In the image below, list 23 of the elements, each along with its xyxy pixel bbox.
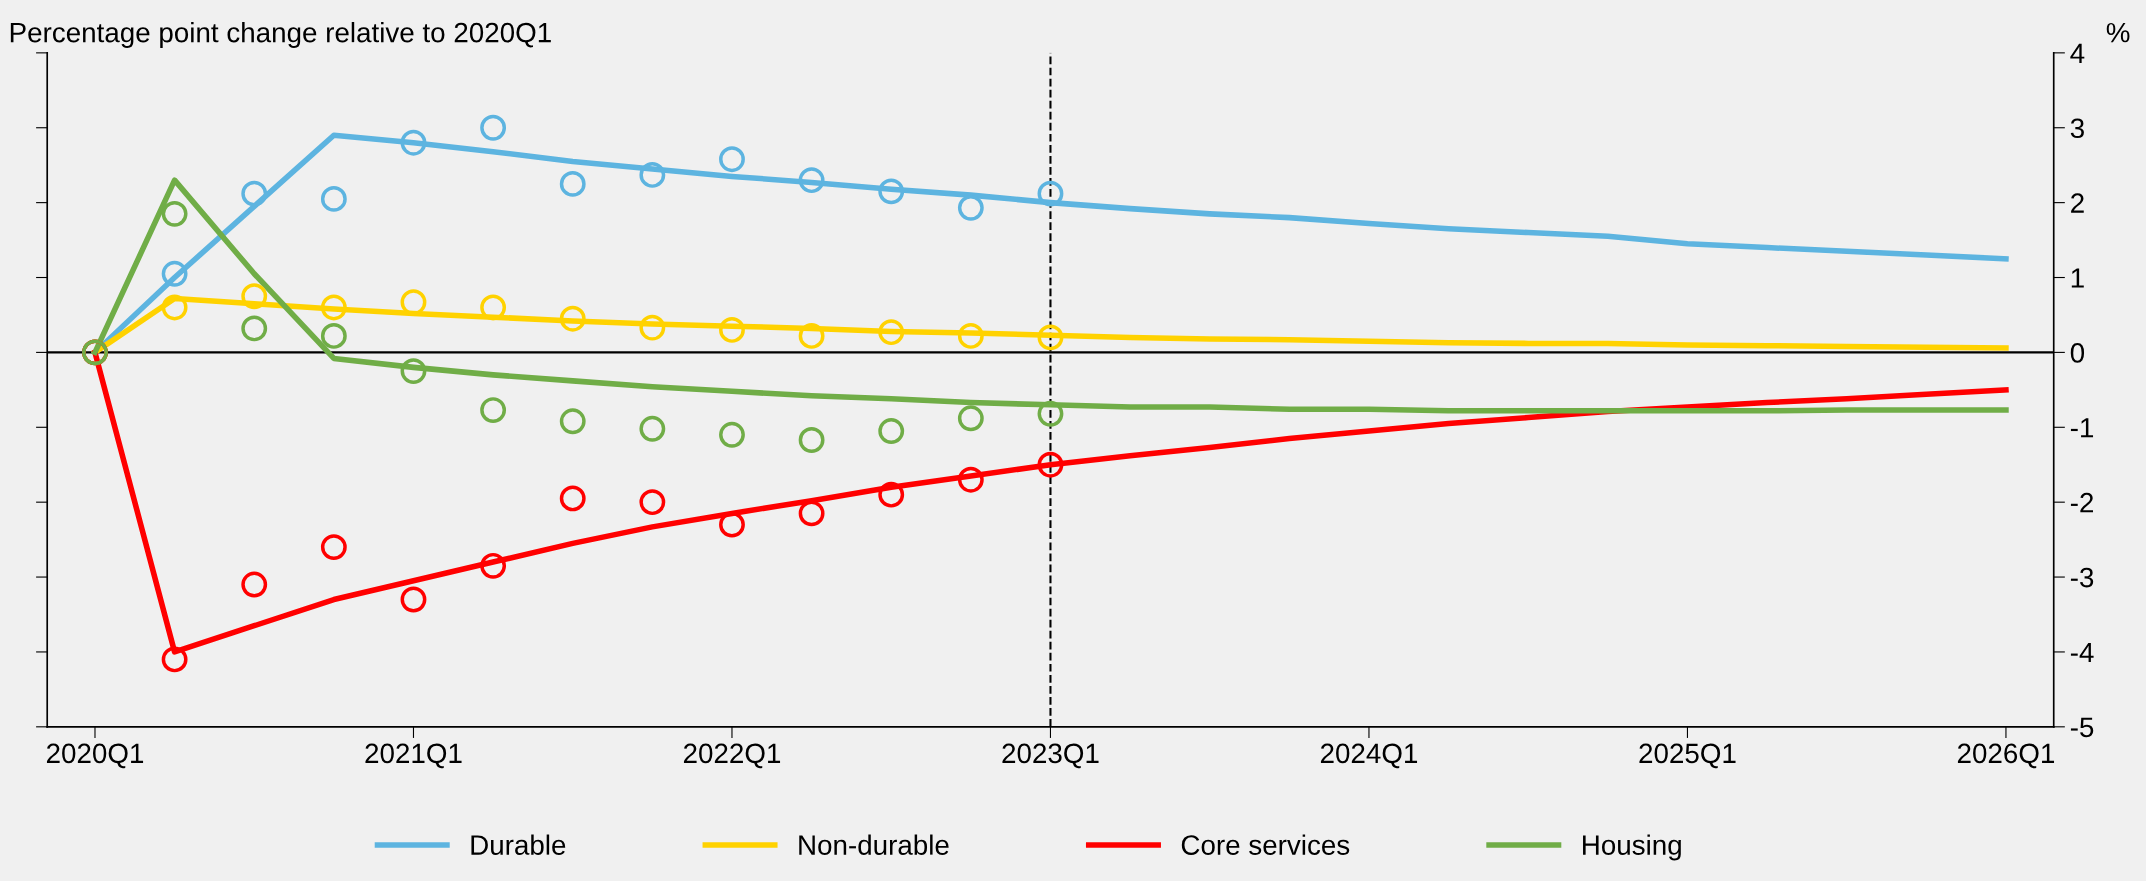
y-tick-label: -4 <box>2070 642 2094 663</box>
y-tick-label: 2 <box>2071 193 2084 213</box>
y-tick-label: -1 <box>2070 418 2094 438</box>
legend-label: Durable <box>471 834 566 855</box>
legend-label: Non-durable <box>799 834 949 855</box>
x-tick-label: 2022Q1 <box>683 743 781 769</box>
chart-title: Percentage point change relative to 2020Q1 <box>10 22 551 48</box>
x-tick-label: 2025Q1 <box>1639 743 1736 769</box>
x-tick-label: 2024Q1 <box>1320 743 1418 769</box>
x-tick-label: 2020Q1 <box>46 743 144 769</box>
x-tick-label: 2023Q1 <box>1002 743 1099 769</box>
y-tick-label: 1 <box>2071 268 2084 288</box>
y-tick-label: -2 <box>2070 492 2093 513</box>
y-axis-title: % <box>2106 22 2130 43</box>
y-tick-label: 4 <box>2070 43 2085 63</box>
x-tick-label: 2021Q1 <box>365 743 462 769</box>
legend-label: Housing <box>1583 834 1681 861</box>
y-tick-label: -5 <box>2070 717 2094 738</box>
y-tick-label: 0 <box>2070 343 2085 363</box>
x-tick-label: 2026Q1 <box>1957 743 2055 769</box>
legend-label: Core services <box>1181 834 1350 855</box>
y-tick-label: -3 <box>2070 567 2094 588</box>
y-tick-label: 3 <box>2070 118 2084 139</box>
